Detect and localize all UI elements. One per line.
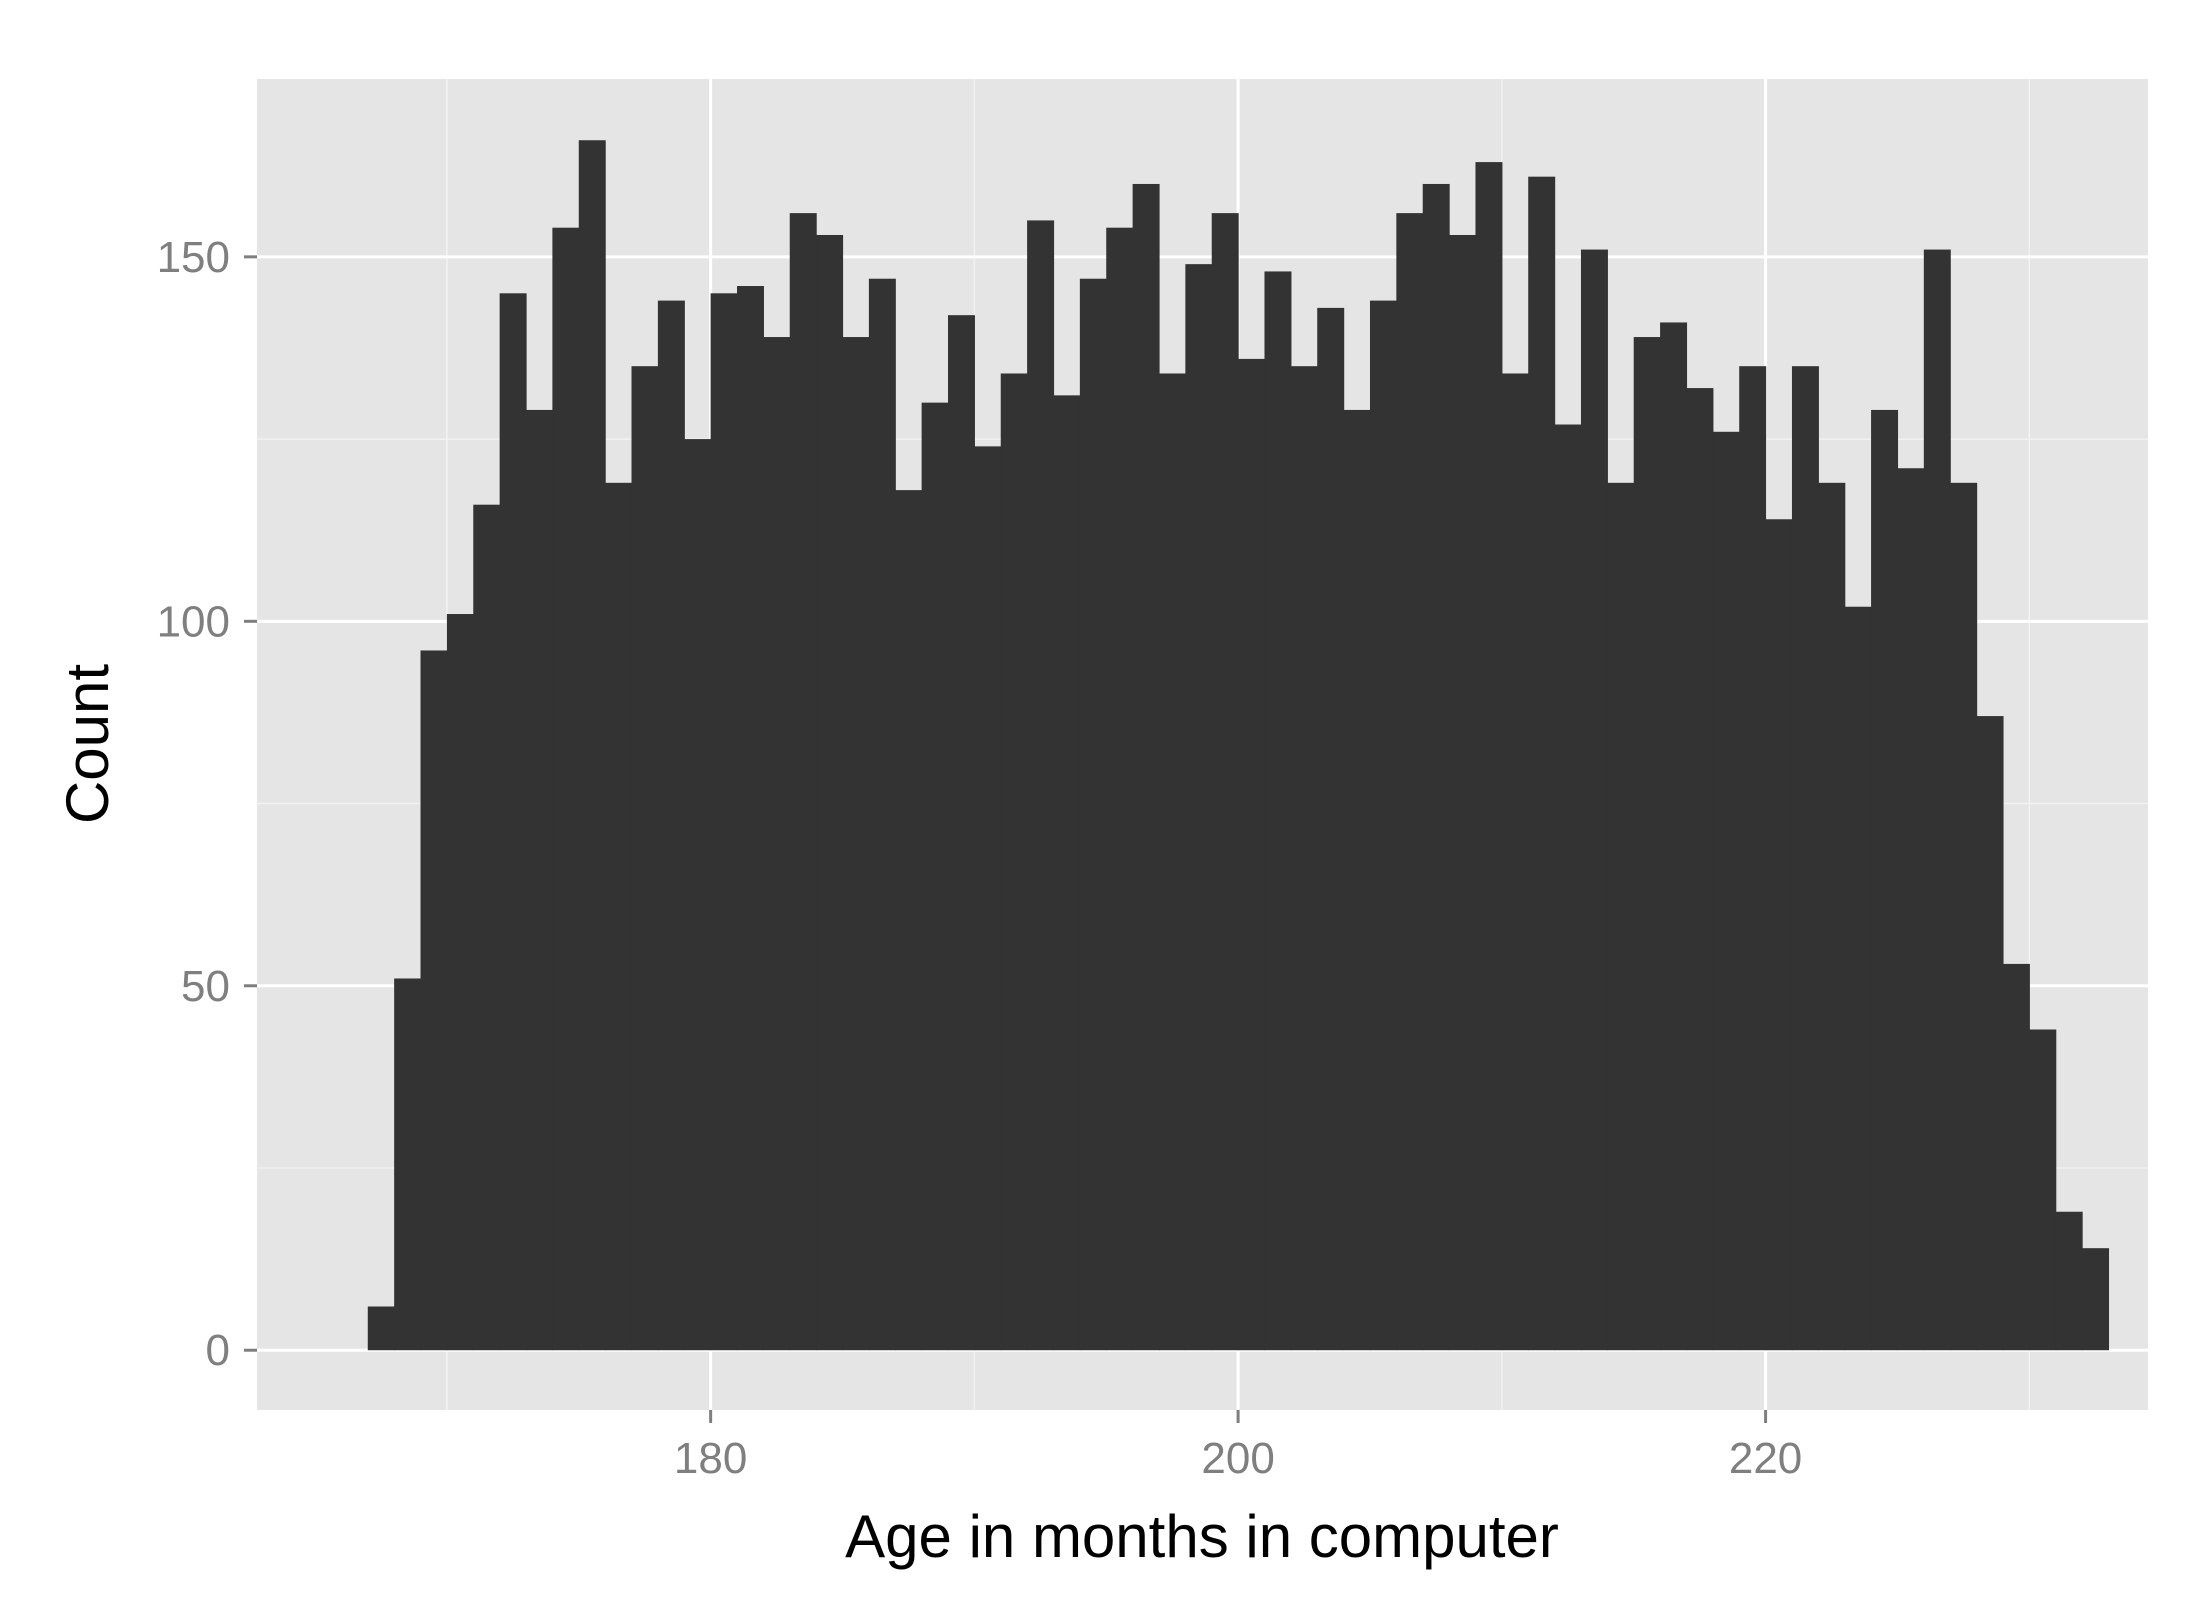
histogram-bar [499,293,527,1351]
histogram-bar [1950,482,1978,1351]
histogram-bar [1000,373,1028,1351]
histogram-bar [657,300,685,1351]
histogram-bar [1554,424,1582,1351]
histogram-bar [526,409,553,1351]
x-axis-title: Age in months in computer [845,1503,1559,1570]
y-tick-label: 100 [157,597,230,646]
histogram-bar [1686,388,1714,1351]
histogram-bar [1290,366,1318,1351]
histogram-bar [921,402,949,1351]
histogram-bar [763,337,791,1351]
histogram-bars [367,140,2110,1351]
y-axis-title: Count [54,664,121,824]
histogram-bar [1739,366,1767,1351]
histogram-bar [684,439,712,1351]
histogram-bar [420,650,448,1351]
histogram-bar [1449,234,1477,1351]
x-tick-label: 200 [1201,1434,1274,1483]
x-tick-label: 220 [1729,1434,1802,1483]
histogram-bar [605,482,633,1351]
histogram-bar [1053,395,1081,1351]
axis-tick-labels: 0 50 100 150 180 200 220 [157,233,1803,1483]
histogram-bar [789,213,817,1351]
histogram-bar [1976,716,2004,1351]
histogram-bar [1501,373,1529,1351]
histogram-bar [1317,307,1345,1351]
histogram-bar [1871,409,1899,1351]
histogram-bar [367,1306,395,1351]
histogram-bar [737,286,764,1351]
histogram-bar [1079,278,1107,1351]
histogram-bar [1211,213,1239,1351]
histogram-bar [2082,1248,2110,1351]
histogram-bar [2055,1211,2083,1351]
histogram-bar [1369,300,1397,1351]
histogram-bar [1528,176,1556,1351]
histogram-bar [1027,220,1055,1351]
histogram-bar [1158,373,1186,1351]
histogram-bar [974,446,1002,1351]
histogram-bar [1396,213,1424,1351]
y-tick-label: 150 [157,233,230,282]
histogram-bar [1132,183,1160,1351]
histogram-bar [578,140,606,1351]
histogram-bar [1475,162,1503,1351]
histogram-bar [1264,271,1292,1351]
histogram-bar [1238,358,1266,1351]
histogram-bar [842,337,870,1351]
histogram-bar [1422,183,1450,1351]
histogram-bar [473,504,501,1351]
histogram-bar [868,278,896,1351]
histogram-bar [1343,409,1371,1351]
histogram-bar [1607,482,1635,1351]
histogram-bar [710,293,738,1351]
histogram-bar [816,234,844,1351]
histogram-bar [1580,249,1608,1351]
histogram-bar [1844,606,1872,1351]
histogram-bar [1818,482,1846,1351]
histogram-bar [1897,468,1925,1351]
histogram-bar [1791,366,1819,1351]
histogram-bar [947,315,975,1351]
histogram-bar [1765,519,1793,1351]
histogram-bar [631,366,659,1351]
histogram-bar [1923,249,1951,1351]
x-tick-label: 180 [674,1434,747,1483]
histogram-bar [394,978,422,1351]
histogram-bar [1633,337,1661,1351]
axis-ticks [244,255,1768,1423]
histogram-bar [895,490,923,1351]
histogram-bar [2002,963,2030,1351]
histogram-bar [2029,1029,2057,1351]
histogram-bar [1185,264,1213,1351]
y-tick-label: 50 [181,962,230,1011]
histogram-bar [446,614,474,1351]
histogram-bar [1660,322,1688,1351]
y-tick-label: 0 [206,1326,230,1375]
histogram-bar [1712,431,1740,1351]
histogram-bar [1106,227,1134,1351]
histogram-bar [552,227,580,1351]
